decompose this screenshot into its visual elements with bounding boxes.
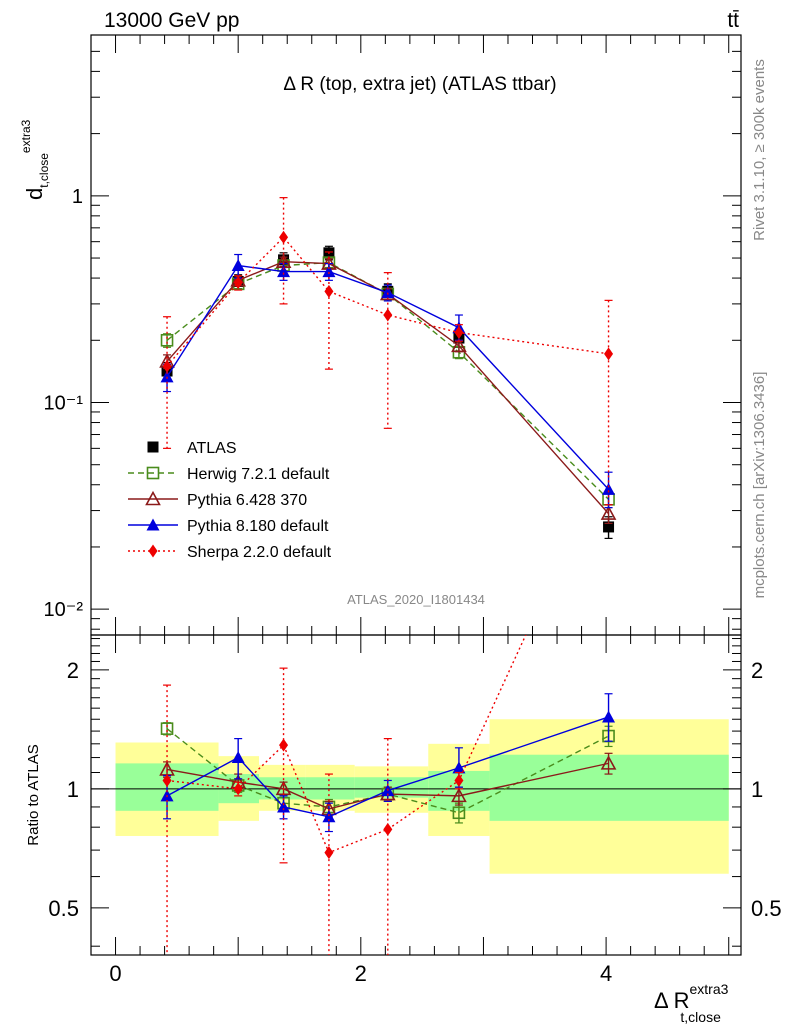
ratio-point-sherpa-2-2-0-default-3 bbox=[324, 846, 334, 860]
ratio-point-sherpa-2-2-0-default-1 bbox=[233, 782, 243, 796]
xlabel-main: Δ R bbox=[654, 988, 689, 1013]
legend-marker-atlas bbox=[147, 441, 159, 453]
xlabel: Δ Rextra3 t,close bbox=[654, 981, 729, 1024]
ratio-point-pythia-8-180-default-1 bbox=[231, 751, 245, 764]
ratio-ytick-label-r-2: 2 bbox=[751, 658, 763, 683]
legend-marker-herwig-7-2-1-default bbox=[146, 466, 160, 480]
main-ytick-label-1: 10⁻¹ bbox=[44, 393, 84, 415]
ratio-ytick-label-r-1: 1 bbox=[751, 777, 763, 802]
xlabel-sub: t,close bbox=[680, 1009, 721, 1024]
ratio-point-pythia-6-428-370-5 bbox=[451, 787, 467, 803]
legend-marker-sherpa-2-2-0-default bbox=[148, 544, 158, 558]
xtick-label-0: 0 bbox=[109, 961, 121, 986]
main-point-sherpa-2-2-0-default-4 bbox=[383, 308, 393, 322]
ratio-ytick-label-r-0: 0.5 bbox=[751, 896, 782, 921]
ratio-point-sherpa-2-2-0-default-6 bbox=[604, 448, 613, 461]
main-point-sherpa-2-2-0-default-5 bbox=[454, 326, 464, 340]
main-ytick-label-0: 10⁻² bbox=[44, 599, 84, 621]
ratio-point-pythia-8-180-default-6 bbox=[602, 710, 616, 723]
ylabel-sup: extra3 bbox=[19, 119, 33, 153]
ratio-point-sherpa-2-2-0-default-4 bbox=[383, 822, 393, 836]
ylabel-prefix: d bbox=[22, 188, 47, 200]
ratio-ytick-label-l-0: 0.5 bbox=[48, 896, 79, 921]
ylabel-sub: t,close bbox=[37, 153, 51, 188]
main-series-sherpa-2-2-0-default bbox=[162, 197, 614, 506]
ratio-frame bbox=[90, 634, 742, 956]
main-series bbox=[159, 197, 617, 540]
ratio-point-pythia-8-180-default-3 bbox=[322, 810, 336, 823]
legend-label-pythia-6-428-370: Pythia 6.428 370 bbox=[187, 492, 307, 509]
ratio-point-sherpa-2-2-0-default-2 bbox=[279, 738, 289, 752]
main-point-pythia-6-428-370-6 bbox=[600, 505, 617, 520]
main-point-pythia-8-180-default-0 bbox=[160, 370, 174, 383]
main-ylabel: dt,close extra3 bbox=[19, 119, 51, 200]
main-point-sherpa-2-2-0-default-2 bbox=[279, 230, 289, 244]
main-point-sherpa-2-2-0-default-3 bbox=[324, 284, 334, 298]
main-point-pythia-8-180-default-4 bbox=[381, 286, 395, 299]
process-label: tt̄ bbox=[727, 9, 739, 32]
legend-label-sherpa-2-2-0-default: Sherpa 2.2.0 default bbox=[187, 544, 332, 561]
rivet-label: Rivet 3.1.10, ≥ 300k events bbox=[751, 59, 768, 241]
xtick-label-2: 4 bbox=[600, 961, 612, 986]
watermark: ATLAS_2020_I1801434 bbox=[347, 592, 485, 607]
main-ytick-label-2: 1 bbox=[72, 186, 83, 208]
chart-title: Δ R (top, extra jet) (ATLAS ttbar) bbox=[283, 74, 556, 95]
ratio-point-pythia-6-428-370-6 bbox=[600, 755, 617, 770]
ratio-ylabel: Ratio to ATLAS bbox=[25, 744, 42, 845]
main-point-sherpa-2-2-0-default-0 bbox=[162, 359, 172, 373]
ratio-point-sherpa-2-2-0-default-0 bbox=[162, 773, 172, 787]
main-line-sherpa-2-2-0-default bbox=[166, 236, 609, 367]
main-point-sherpa-2-2-0-default-6 bbox=[604, 347, 614, 361]
main-point-pythia-8-180-default-3 bbox=[322, 265, 336, 278]
main-point-pythia-8-180-default-1 bbox=[231, 259, 245, 272]
ratio-point-pythia-8-180-default-2 bbox=[277, 800, 291, 813]
xlabel-sup: extra3 bbox=[689, 981, 728, 997]
ratio-ytick-label-l-1: 1 bbox=[67, 777, 79, 802]
main-point-pythia-8-180-default-2 bbox=[277, 265, 291, 278]
ratio-bands bbox=[91, 719, 741, 874]
energy-label: 13000 GeV pp bbox=[104, 9, 239, 32]
legend: ATLAS Herwig 7.2.1 default Pythia 6.428 37… bbox=[128, 440, 332, 561]
ratio-point-sherpa-2-2-0-default-5 bbox=[454, 773, 464, 787]
mcplots-label: mcplots.cern.ch [arXiv:1306.3436] bbox=[751, 372, 768, 599]
ratio-point-herwig-7-2-1-default-5 bbox=[452, 806, 466, 820]
legend-label-herwig-7-2-1-default: Herwig 7.2.1 default bbox=[187, 466, 330, 483]
ratio-ytick-label-l-2: 2 bbox=[67, 658, 79, 683]
ratio-point-herwig-7-2-1-default-0 bbox=[160, 722, 174, 735]
main-point-atlas-6 bbox=[603, 521, 615, 533]
legend-label-pythia-8-180-default: Pythia 8.180 default bbox=[187, 518, 329, 535]
ratio-series bbox=[159, 448, 617, 955]
main-point-sherpa-2-2-0-default-1 bbox=[233, 276, 243, 290]
xtick-label-1: 2 bbox=[355, 961, 367, 986]
main-point-pythia-8-180-default-6 bbox=[602, 482, 616, 495]
legend-marker-pythia-8-180-default bbox=[146, 518, 160, 531]
ratio-point-pythia-8-180-default-5 bbox=[452, 761, 466, 774]
main-point-herwig-7-2-1-default-0 bbox=[160, 333, 174, 347]
ratio-series-sherpa-2-2-0-default bbox=[162, 448, 613, 955]
axis-ticks: 10⁻² 10⁻¹ 1 0.5 0.5 1 1 2 2 0 2 4 bbox=[44, 34, 782, 986]
frames bbox=[90, 34, 742, 956]
main-point-pythia-6-428-370-5 bbox=[451, 337, 467, 353]
legend-marker-pythia-6-428-370 bbox=[145, 490, 161, 506]
legend-label-atlas: ATLAS bbox=[187, 440, 237, 457]
